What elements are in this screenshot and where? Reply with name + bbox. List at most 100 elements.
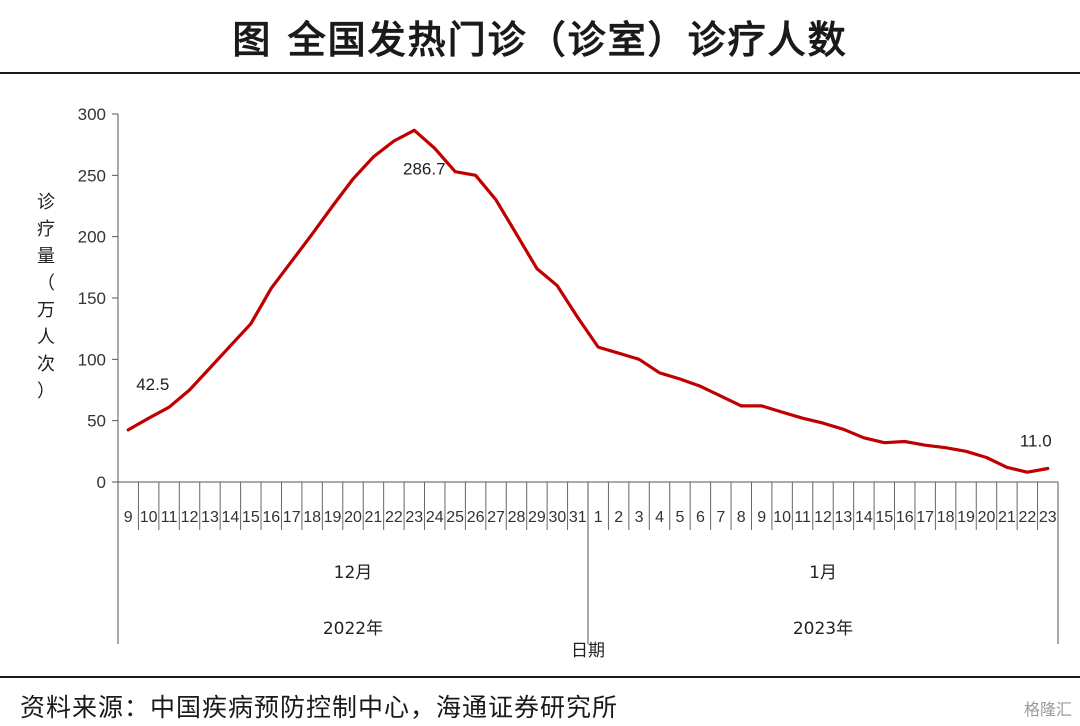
x-tick-label: 22 [1018, 509, 1036, 526]
chart-title: 图 全国发热门诊（诊室）诊疗人数 [232, 17, 848, 62]
x-tick-label: 21 [998, 509, 1016, 526]
data-point [719, 394, 723, 398]
data-point [923, 444, 927, 447]
data-label: 286.7 [403, 159, 446, 178]
data-point [167, 405, 171, 409]
y-tick-label: 50 [87, 412, 106, 431]
x-tick-label: 25 [446, 509, 464, 526]
x-tick-label: 2 [614, 509, 623, 526]
x-tick-label: 3 [635, 509, 644, 526]
y-axis: 0 50 100 150 200 250 300 [78, 105, 119, 492]
data-point [699, 385, 702, 388]
x-tick-label: 6 [696, 509, 705, 526]
x-tick-label: 17 [916, 509, 934, 526]
data-point [862, 436, 866, 440]
data-point [597, 345, 600, 349]
x-tick-label: 7 [716, 509, 725, 526]
x-tick-label: 8 [737, 509, 746, 526]
data-point [270, 286, 273, 290]
x-tick-label: 13 [835, 509, 853, 526]
data-point [147, 417, 150, 420]
x-tick-label: 10 [140, 509, 158, 526]
year-label: 2022年 [323, 619, 383, 639]
x-tick-label: 11 [161, 509, 178, 526]
data-point [637, 358, 641, 361]
x-tick-label: 27 [487, 509, 505, 526]
data-point [903, 440, 906, 443]
data-point [780, 410, 784, 414]
data-point [944, 446, 947, 449]
y-tick-label: 150 [78, 289, 106, 308]
x-tick-label: 11 [794, 509, 811, 526]
data-point [331, 204, 334, 208]
data-point [208, 366, 212, 370]
x-tick-label: 16 [896, 509, 914, 526]
data-point [453, 170, 457, 173]
x-tick-label: 9 [757, 509, 766, 526]
x-tick-label: 12 [181, 509, 199, 526]
source-note: 资料来源：中国疾病预防控制中心，海通证券研究所 [20, 693, 619, 722]
x-tick-label: 29 [528, 509, 546, 526]
data-point [433, 147, 436, 150]
month-label: 12月 [334, 563, 373, 583]
title-bar: 图 全国发热门诊（诊室）诊疗人数 [0, 0, 1080, 74]
y-tick-label: 300 [78, 105, 106, 124]
data-point [494, 198, 498, 202]
x-tick-label: 14 [855, 509, 873, 526]
data-point [964, 450, 968, 453]
y-axis-label-char: 疗 [37, 219, 55, 240]
x-tick-label: 15 [242, 509, 260, 526]
x-tick-label: 26 [467, 509, 485, 526]
series-polyline [126, 128, 1050, 474]
x-axis: 9 10 11 12 13 14 15 16 17 18 19 20 21 22 23 24 25 26 27 28 2… [117, 481, 1059, 644]
y-tick-label: 100 [78, 350, 106, 369]
data-point [678, 377, 682, 381]
data-point [249, 322, 253, 325]
data-point [985, 456, 988, 459]
month-label: 1月 [809, 563, 837, 583]
data-point [515, 233, 518, 236]
data-point [821, 421, 825, 425]
x-tick-label: 13 [201, 509, 219, 526]
x-tick-label: 20 [344, 509, 362, 526]
data-point [229, 344, 232, 348]
data-point [760, 404, 763, 408]
x-tick-label: 5 [676, 509, 685, 526]
data-point [413, 129, 416, 132]
x-tick-label: 4 [655, 509, 664, 526]
data-point [535, 267, 539, 270]
x-tick-label: 17 [283, 509, 301, 526]
x-tick-label: 21 [365, 509, 383, 526]
data-point [1046, 467, 1049, 470]
x-tick-label: 15 [875, 509, 893, 526]
data-point [883, 441, 886, 444]
x-tick-label: 24 [426, 509, 444, 526]
x-tick-label: 18 [303, 509, 321, 526]
x-tick-label: 14 [221, 509, 239, 526]
y-axis-label-char: 诊 [37, 192, 55, 213]
data-label: 42.5 [136, 375, 169, 394]
data-point [351, 177, 355, 181]
x-tick-label: 16 [262, 509, 280, 526]
data-point [576, 316, 579, 319]
y-axis-label: 诊疗量 （ 万人次 ） [37, 192, 55, 402]
y-axis-label-char: ） [37, 381, 55, 402]
y-axis-label-char: （ [37, 273, 55, 294]
data-point [392, 139, 396, 143]
x-tick-label: 10 [773, 509, 791, 526]
x-tick-label: 12 [814, 509, 832, 526]
x-tick-label: 30 [548, 509, 566, 526]
y-tick-label: 250 [78, 166, 106, 185]
y-axis-label-char: 万 [37, 300, 55, 321]
x-tick-label: 9 [124, 509, 133, 526]
x-tick-label: 28 [508, 509, 526, 526]
data-point [188, 388, 191, 392]
x-tick-label: 31 [569, 509, 587, 526]
x-tick-label: 20 [978, 509, 996, 526]
series-line [126, 128, 1050, 474]
watermark: 格隆汇 [1023, 700, 1072, 719]
annotations: 42.5 286.7 11.0 [136, 159, 1051, 450]
y-axis-label-char: 量 [37, 246, 55, 267]
x-tick-label: 19 [957, 509, 975, 526]
